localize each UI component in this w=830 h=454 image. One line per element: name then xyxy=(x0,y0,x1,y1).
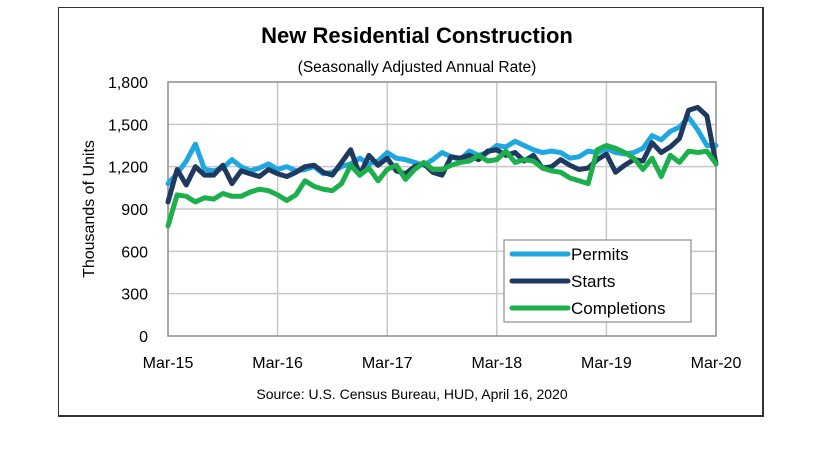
chart-title: New Residential Construction xyxy=(261,23,573,48)
source-note: Source: U.S. Census Bureau, HUD, April 1… xyxy=(256,386,567,402)
series-line-completions xyxy=(165,143,719,229)
y-tick-label: 300 xyxy=(121,287,148,304)
y-tick-labels: 0 300 600 900 1,200 1,500 1,800 xyxy=(108,75,148,346)
legend-item-permits: Permits xyxy=(509,245,629,264)
x-tick-label: Mar-17 xyxy=(362,355,413,372)
y-tick-label: 900 xyxy=(121,202,148,219)
y-tick-label: 1,500 xyxy=(108,117,148,134)
y-tick-label: 0 xyxy=(139,329,148,346)
x-tick-label: Mar-20 xyxy=(691,355,742,372)
y-tick-label: 1,800 xyxy=(108,75,148,92)
legend: Permits Starts Completions xyxy=(503,239,692,323)
y-tick-label: 600 xyxy=(121,244,148,261)
plot-area xyxy=(167,81,717,337)
x-tick-labels: Mar-15 Mar-16 Mar-17 Mar-18 Mar-19 Mar-20 xyxy=(143,355,742,372)
legend-item-starts: Starts xyxy=(509,272,615,291)
legend-label: Permits xyxy=(571,245,629,264)
legend-label: Starts xyxy=(571,272,615,291)
series-line-starts xyxy=(165,104,719,205)
y-tick-label: 1,200 xyxy=(108,160,148,177)
x-tick-label: Mar-16 xyxy=(252,355,303,372)
legend-label: Completions xyxy=(571,299,666,318)
series-lines xyxy=(165,104,719,229)
chart-subtitle: (Seasonally Adjusted Annual Rate) xyxy=(298,59,537,76)
y-axis-label: Thousands of Units xyxy=(81,140,98,278)
x-tick-label: Mar-18 xyxy=(471,355,522,372)
legend-item-completions: Completions xyxy=(509,299,666,318)
x-tick-label: Mar-19 xyxy=(581,355,632,372)
chart-frame xyxy=(58,7,764,417)
x-tick-label: Mar-15 xyxy=(143,355,194,372)
